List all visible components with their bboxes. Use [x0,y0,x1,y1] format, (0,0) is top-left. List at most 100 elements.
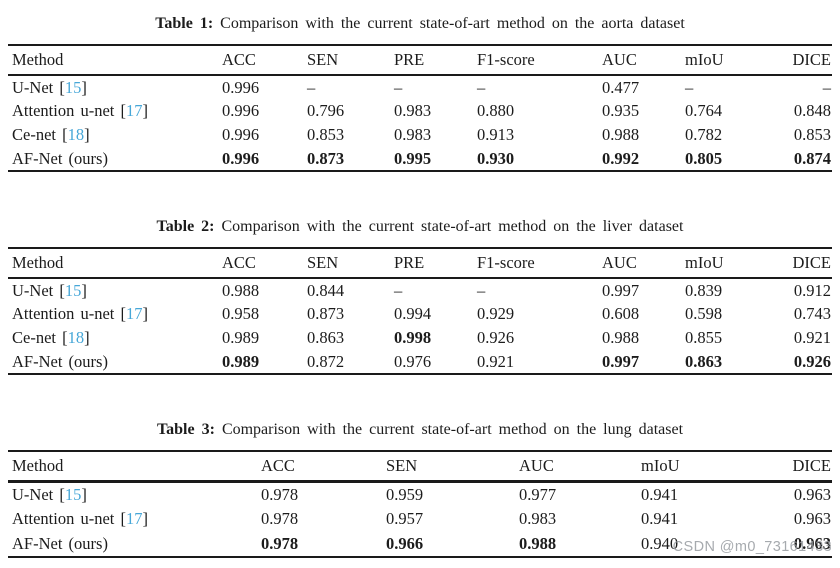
value-cell: – [822,77,831,97]
header-row: Method ACC SEN AUC mIoU DICE [8,451,832,483]
column-header-method: Method [8,451,261,483]
column-header-pre: PRE [394,248,477,279]
citation-link[interactable]: 18 [67,328,85,347]
value-cell: 0.935 [602,101,640,120]
table-row: AF-Net (ours) 0.978 0.966 0.988 0.940 0.963 [8,532,832,557]
value-cell: 0.996 [222,101,260,120]
method-name: Attention u-net [12,304,115,323]
value-cell: 0.743 [793,304,831,323]
value-cell: 0.796 [307,101,345,120]
comparison-table-liver: Method ACC SEN PRE F1-score AUC mIoU DICE U-Net… [8,247,832,375]
value-cell: 0.958 [222,304,260,323]
value-cell: 0.941 [641,509,679,528]
value-cell: 0.976 [394,351,432,371]
table2-caption-text: Comparison with the current state-of-art… [214,218,684,235]
value-cell: – [307,77,316,97]
table-row: Ce-net [18] 0.996 0.853 0.983 0.913 0.988 0.78… [8,123,832,147]
value-cell: 0.977 [519,484,557,504]
comparison-table-aorta: Method ACC SEN PRE F1-score AUC mIoU DICE U-Net… [8,44,832,172]
table-row: Attention u-net [17] 0.958 0.873 0.994 0.929… [8,302,832,326]
value-cell: 0.963 [793,533,831,553]
value-cell: 0.988 [602,328,640,347]
table-row: AF-Net (ours) 0.989 0.872 0.976 0.921 0.997 0.… [8,350,832,374]
value-cell: 0.863 [685,351,723,371]
table3-caption: Table 3: Comparison with the current sta… [8,418,832,442]
value-cell: 0.926 [477,328,515,347]
value-cell: – [394,77,403,97]
column-header-f1-score: F1-score [477,45,602,76]
table-row: U-Net [15] 0.996 – – – 0.477 – – [8,75,832,99]
value-cell: 0.873 [307,148,345,168]
citation-link[interactable]: 15 [64,77,82,97]
method-name: AF-Net (ours) [12,533,108,553]
value-cell: – [685,77,694,97]
column-header-f1-score: F1-score [477,248,602,279]
value-cell: 0.872 [307,351,345,371]
column-header-dice: DICE [766,451,832,483]
value-cell: 0.988 [602,125,640,144]
method-cell: Attention u-net [17] [12,304,148,323]
value-cell: 0.941 [641,484,679,504]
value-cell: 0.978 [261,509,299,528]
value-cell: 0.839 [685,280,723,300]
value-cell: 0.853 [793,125,831,144]
value-cell: 0.848 [793,101,831,120]
csdn-watermark: CSDN @m0_73161433 [672,539,832,555]
method-name: U-Net [12,484,54,504]
method-name: Attention u-net [12,509,115,528]
value-cell: 0.996 [222,77,260,97]
value-cell: 0.930 [477,148,515,168]
value-cell: 0.608 [602,304,640,323]
table-row: Ce-net [18] 0.989 0.863 0.998 0.926 0.988 0.85… [8,326,832,350]
value-cell: 0.921 [793,328,831,347]
value-cell: 0.988 [222,280,260,300]
table1-caption: Table 1: Comparison with the current sta… [8,12,832,36]
column-header-acc: ACC [222,248,307,279]
value-cell: 0.983 [394,101,432,120]
header-row: Method ACC SEN PRE F1-score AUC mIoU DICE [8,248,832,279]
table2-caption: Table 2: Comparison with the current sta… [8,215,832,239]
citation-link[interactable]: 15 [64,280,82,300]
value-cell: 0.782 [685,125,723,144]
method-cell: Attention u-net [17] [12,101,148,120]
value-cell: 0.996 [222,148,260,168]
method-name: AF-Net (ours) [12,148,108,168]
citation-link[interactable]: 17 [125,509,143,528]
citation-link[interactable]: 15 [64,484,82,504]
value-cell: 0.959 [386,484,424,504]
value-cell: – [394,280,403,300]
citation-link[interactable]: 18 [67,125,85,144]
table1-block: Table 1: Comparison with the current sta… [8,12,832,172]
column-header-miou: mIoU [685,248,767,279]
value-cell: 0.963 [793,509,831,528]
table2-block: Table 2: Comparison with the current sta… [8,215,832,375]
column-header-method: Method [8,45,222,76]
column-header-auc: AUC [602,45,685,76]
citation-link[interactable]: 17 [125,304,143,323]
value-cell: 0.996 [222,125,260,144]
value-cell: 0.978 [261,484,299,504]
column-header-sen: SEN [307,248,394,279]
value-cell: 0.983 [519,509,557,528]
value-cell: – [477,280,486,300]
table2-caption-label: Table 2: [156,218,215,235]
method-name: U-Net [12,77,54,97]
value-cell: 0.805 [685,148,723,168]
method-name: U-Net [12,280,54,300]
table-row: U-Net [15] 0.978 0.959 0.977 0.941 0.963 [8,482,832,507]
value-cell: 0.988 [519,533,557,553]
table-row: AF-Net (ours) 0.996 0.873 0.995 0.930 0.992 0.… [8,147,832,171]
table-row: U-Net [15] 0.988 0.844 – – 0.997 0.839 0.912 [8,278,832,302]
value-cell: 0.844 [307,280,345,300]
column-header-miou: mIoU [685,45,767,76]
table-row: Attention u-net [17] 0.996 0.796 0.983 0.880… [8,99,832,123]
method-cell: Attention u-net [17] [12,509,148,528]
column-header-sen: SEN [386,451,519,483]
value-cell: 0.992 [602,148,640,168]
method-name: Ce-net [12,328,56,347]
citation-link[interactable]: 17 [125,101,143,120]
value-cell: 0.966 [386,533,424,553]
column-header-miou: mIoU [641,451,766,483]
value-cell: 0.863 [307,328,345,347]
